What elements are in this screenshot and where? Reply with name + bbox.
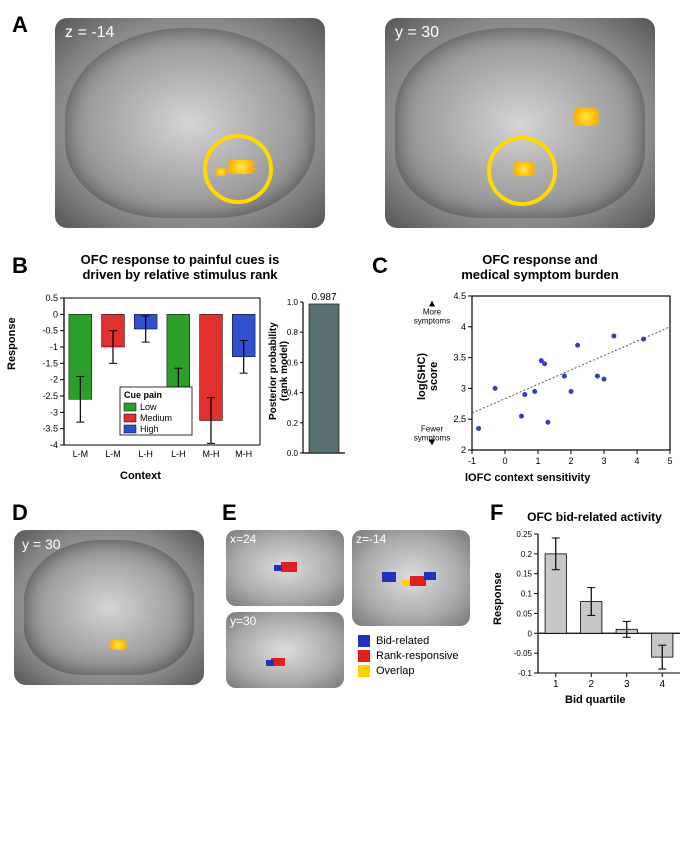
svg-text:-0.1: -0.1 <box>518 669 532 678</box>
panel-c-label: C <box>372 253 388 279</box>
svg-text:Medium: Medium <box>140 413 172 423</box>
brain-e1: x=24 <box>226 530 344 606</box>
panel-d-label: D <box>12 500 28 526</box>
svg-text:-1.5: -1.5 <box>42 358 58 368</box>
svg-text:5: 5 <box>667 456 672 466</box>
coord-e2: y=30 <box>230 614 256 628</box>
brain-axial-tissue <box>65 28 315 218</box>
svg-text:3: 3 <box>601 456 606 466</box>
panel-c-title: OFC response and medical symptom burden <box>405 253 675 283</box>
svg-text:1: 1 <box>553 679 559 690</box>
svg-text:0.0: 0.0 <box>287 449 299 458</box>
panel-f-ylabel: Response <box>492 572 504 625</box>
svg-text:-3.5: -3.5 <box>42 424 58 434</box>
svg-text:0.2: 0.2 <box>287 419 299 428</box>
panel-b-bar-chart: -4 -3.5 -3 -2.5 -2 -1.5 -1 -0.5 0 0.5 L-M L-M L-H L-H… <box>28 290 268 475</box>
svg-text:-1: -1 <box>468 456 476 466</box>
brain-e3: z=-14 <box>352 530 470 626</box>
circle-a1 <box>203 134 273 204</box>
svg-text:Low: Low <box>140 402 157 412</box>
svg-text:0: 0 <box>528 629 533 638</box>
svg-text:3: 3 <box>624 679 630 690</box>
svg-text:2.5: 2.5 <box>453 414 466 424</box>
coord-d: y = 30 <box>22 536 61 552</box>
svg-text:L-H: L-H <box>138 449 153 459</box>
coord-a-left: z = -14 <box>65 24 114 42</box>
svg-text:M-H: M-H <box>235 449 252 459</box>
svg-text:2: 2 <box>568 456 573 466</box>
svg-text:0.15: 0.15 <box>516 570 532 579</box>
svg-text:0.05: 0.05 <box>516 609 532 618</box>
svg-text:Cue pain: Cue pain <box>124 390 162 400</box>
svg-text:Moresymptoms: Moresymptoms <box>414 307 450 325</box>
svg-text:1: 1 <box>535 456 540 466</box>
panel-b-post-ylabel: Posterior probability (rank model) <box>268 322 290 420</box>
brain-d-tissue <box>24 540 194 675</box>
svg-text:High: High <box>140 424 159 434</box>
circle-a2 <box>487 136 557 206</box>
panel-f-xlabel: Bid quartile <box>565 694 626 706</box>
svg-text:4.5: 4.5 <box>453 291 466 301</box>
svg-text:1.0: 1.0 <box>287 298 299 307</box>
svg-text:-0.5: -0.5 <box>42 326 58 336</box>
svg-text:0.25: 0.25 <box>516 530 532 539</box>
panel-b-xlabel: Context <box>120 470 161 482</box>
svg-text:L-H: L-H <box>171 449 186 459</box>
panel-b-ylabel: Response <box>6 317 18 370</box>
svg-text:0: 0 <box>53 309 58 319</box>
panel-f-chart: -0.1 -0.05 0 0.05 0.1 0.15 0.2 0.25 1 2 3 4 <box>498 528 688 698</box>
activation-d <box>109 640 127 650</box>
svg-text:4: 4 <box>659 679 665 690</box>
brain-e2: y=30 <box>226 612 344 688</box>
panel-b-title: OFC response to painful cues is driven b… <box>50 253 310 283</box>
svg-text:0.2: 0.2 <box>521 550 533 559</box>
panel-f-title: OFC bid-related activity <box>502 510 687 524</box>
panel-b-label: B <box>12 253 28 279</box>
svg-text:0.5: 0.5 <box>45 293 58 303</box>
svg-text:3: 3 <box>461 383 466 393</box>
svg-text:-2.5: -2.5 <box>42 391 58 401</box>
svg-text:0: 0 <box>502 456 507 466</box>
brain-d: y = 30 <box>14 530 204 685</box>
panel-c-ylabel: log(SHC) score <box>416 353 440 400</box>
coord-e1: x=24 <box>230 532 256 546</box>
svg-text:M-H: M-H <box>203 449 220 459</box>
panel-e-legend: Bid-relatedRank-responsiveOverlap <box>358 632 459 680</box>
svg-text:L-M: L-M <box>105 449 121 459</box>
coord-a-right: y = 30 <box>395 24 439 42</box>
panel-a-label: A <box>12 12 28 38</box>
coord-e3: z=-14 <box>356 532 386 546</box>
svg-text:4: 4 <box>634 456 639 466</box>
brain-coronal: y = 30 <box>385 18 655 228</box>
svg-text:-0.05: -0.05 <box>514 649 533 658</box>
svg-text:-2: -2 <box>50 375 58 385</box>
svg-text:0.1: 0.1 <box>521 590 533 599</box>
panel-e-label: E <box>222 500 237 526</box>
svg-text:L-M: L-M <box>73 449 89 459</box>
svg-text:2: 2 <box>588 679 594 690</box>
svg-text:4: 4 <box>461 322 466 332</box>
svg-text:-3: -3 <box>50 407 58 417</box>
svg-text:3.5: 3.5 <box>453 353 466 363</box>
panel-c-xlabel: lOFC context sensitivity <box>465 472 590 484</box>
svg-text:-1: -1 <box>50 342 58 352</box>
svg-text:2: 2 <box>461 445 466 455</box>
svg-text:0.987: 0.987 <box>311 292 336 303</box>
svg-text:-4: -4 <box>50 440 58 450</box>
brain-axial: z = -14 <box>55 18 325 228</box>
activation-a2 <box>573 108 599 126</box>
panel-c-scatter: -101234522.533.544.5MoresymptomsFewersym… <box>410 290 680 475</box>
